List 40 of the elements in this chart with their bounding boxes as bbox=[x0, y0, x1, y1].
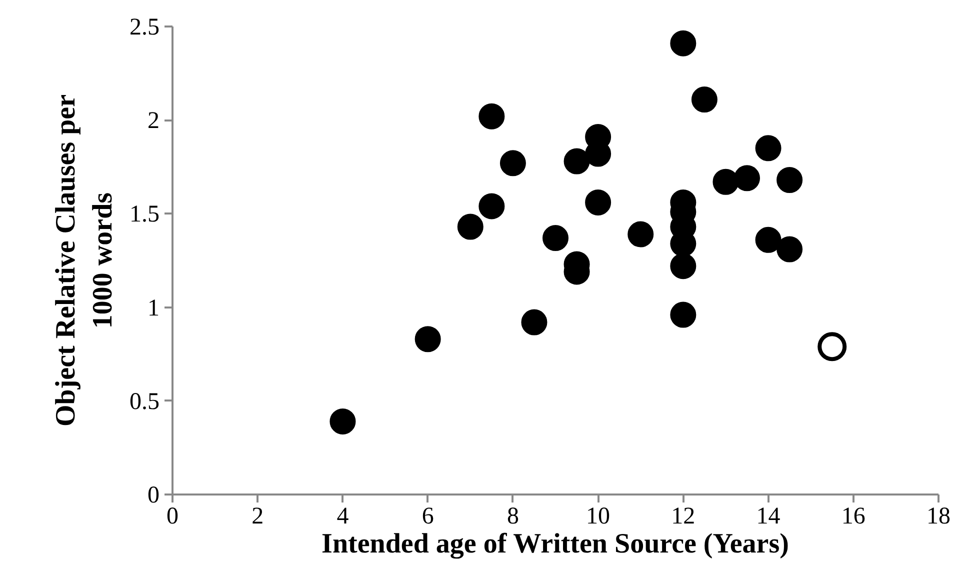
point bbox=[691, 86, 718, 112]
y-tick-label: 2.5 bbox=[130, 14, 160, 40]
point bbox=[628, 221, 654, 248]
point bbox=[330, 408, 356, 434]
x-tick-label: 2 bbox=[252, 504, 264, 530]
x-tick-label: 14 bbox=[756, 504, 780, 530]
point bbox=[414, 326, 441, 352]
x-tick-label: 18 bbox=[926, 504, 950, 530]
x-tick-label: 4 bbox=[336, 504, 349, 530]
x-axis-title: Intended age of Written Source (Years) bbox=[322, 528, 789, 560]
y-tick-label: 2 bbox=[148, 108, 160, 134]
point bbox=[564, 148, 590, 174]
point bbox=[734, 165, 760, 192]
point bbox=[500, 150, 526, 176]
y-tick-label: 0.5 bbox=[130, 388, 160, 415]
point bbox=[755, 135, 782, 162]
point bbox=[478, 193, 505, 220]
point bbox=[776, 236, 803, 262]
point bbox=[478, 103, 505, 130]
point bbox=[670, 253, 696, 280]
y-tick-label: 1.5 bbox=[130, 202, 160, 228]
point bbox=[670, 30, 696, 56]
x-tick-label: 0 bbox=[166, 504, 178, 530]
point bbox=[521, 309, 548, 336]
x-tick-label: 16 bbox=[841, 504, 866, 530]
y-axis-title: Object Relative Clauses per 1000 words bbox=[50, 94, 118, 427]
point bbox=[818, 332, 847, 362]
y-tick-label: 1 bbox=[148, 295, 160, 322]
point bbox=[776, 167, 803, 193]
point bbox=[670, 302, 696, 328]
x-tick-label: 8 bbox=[506, 504, 519, 530]
point bbox=[755, 226, 782, 253]
point bbox=[585, 189, 612, 216]
x-tick-label: 10 bbox=[586, 504, 610, 530]
x-tick-label: 12 bbox=[671, 504, 696, 530]
point bbox=[542, 225, 568, 252]
x-tick-label: 6 bbox=[422, 504, 434, 530]
point bbox=[712, 168, 739, 195]
y-tick-label: 0 bbox=[148, 482, 160, 508]
point bbox=[457, 214, 484, 240]
